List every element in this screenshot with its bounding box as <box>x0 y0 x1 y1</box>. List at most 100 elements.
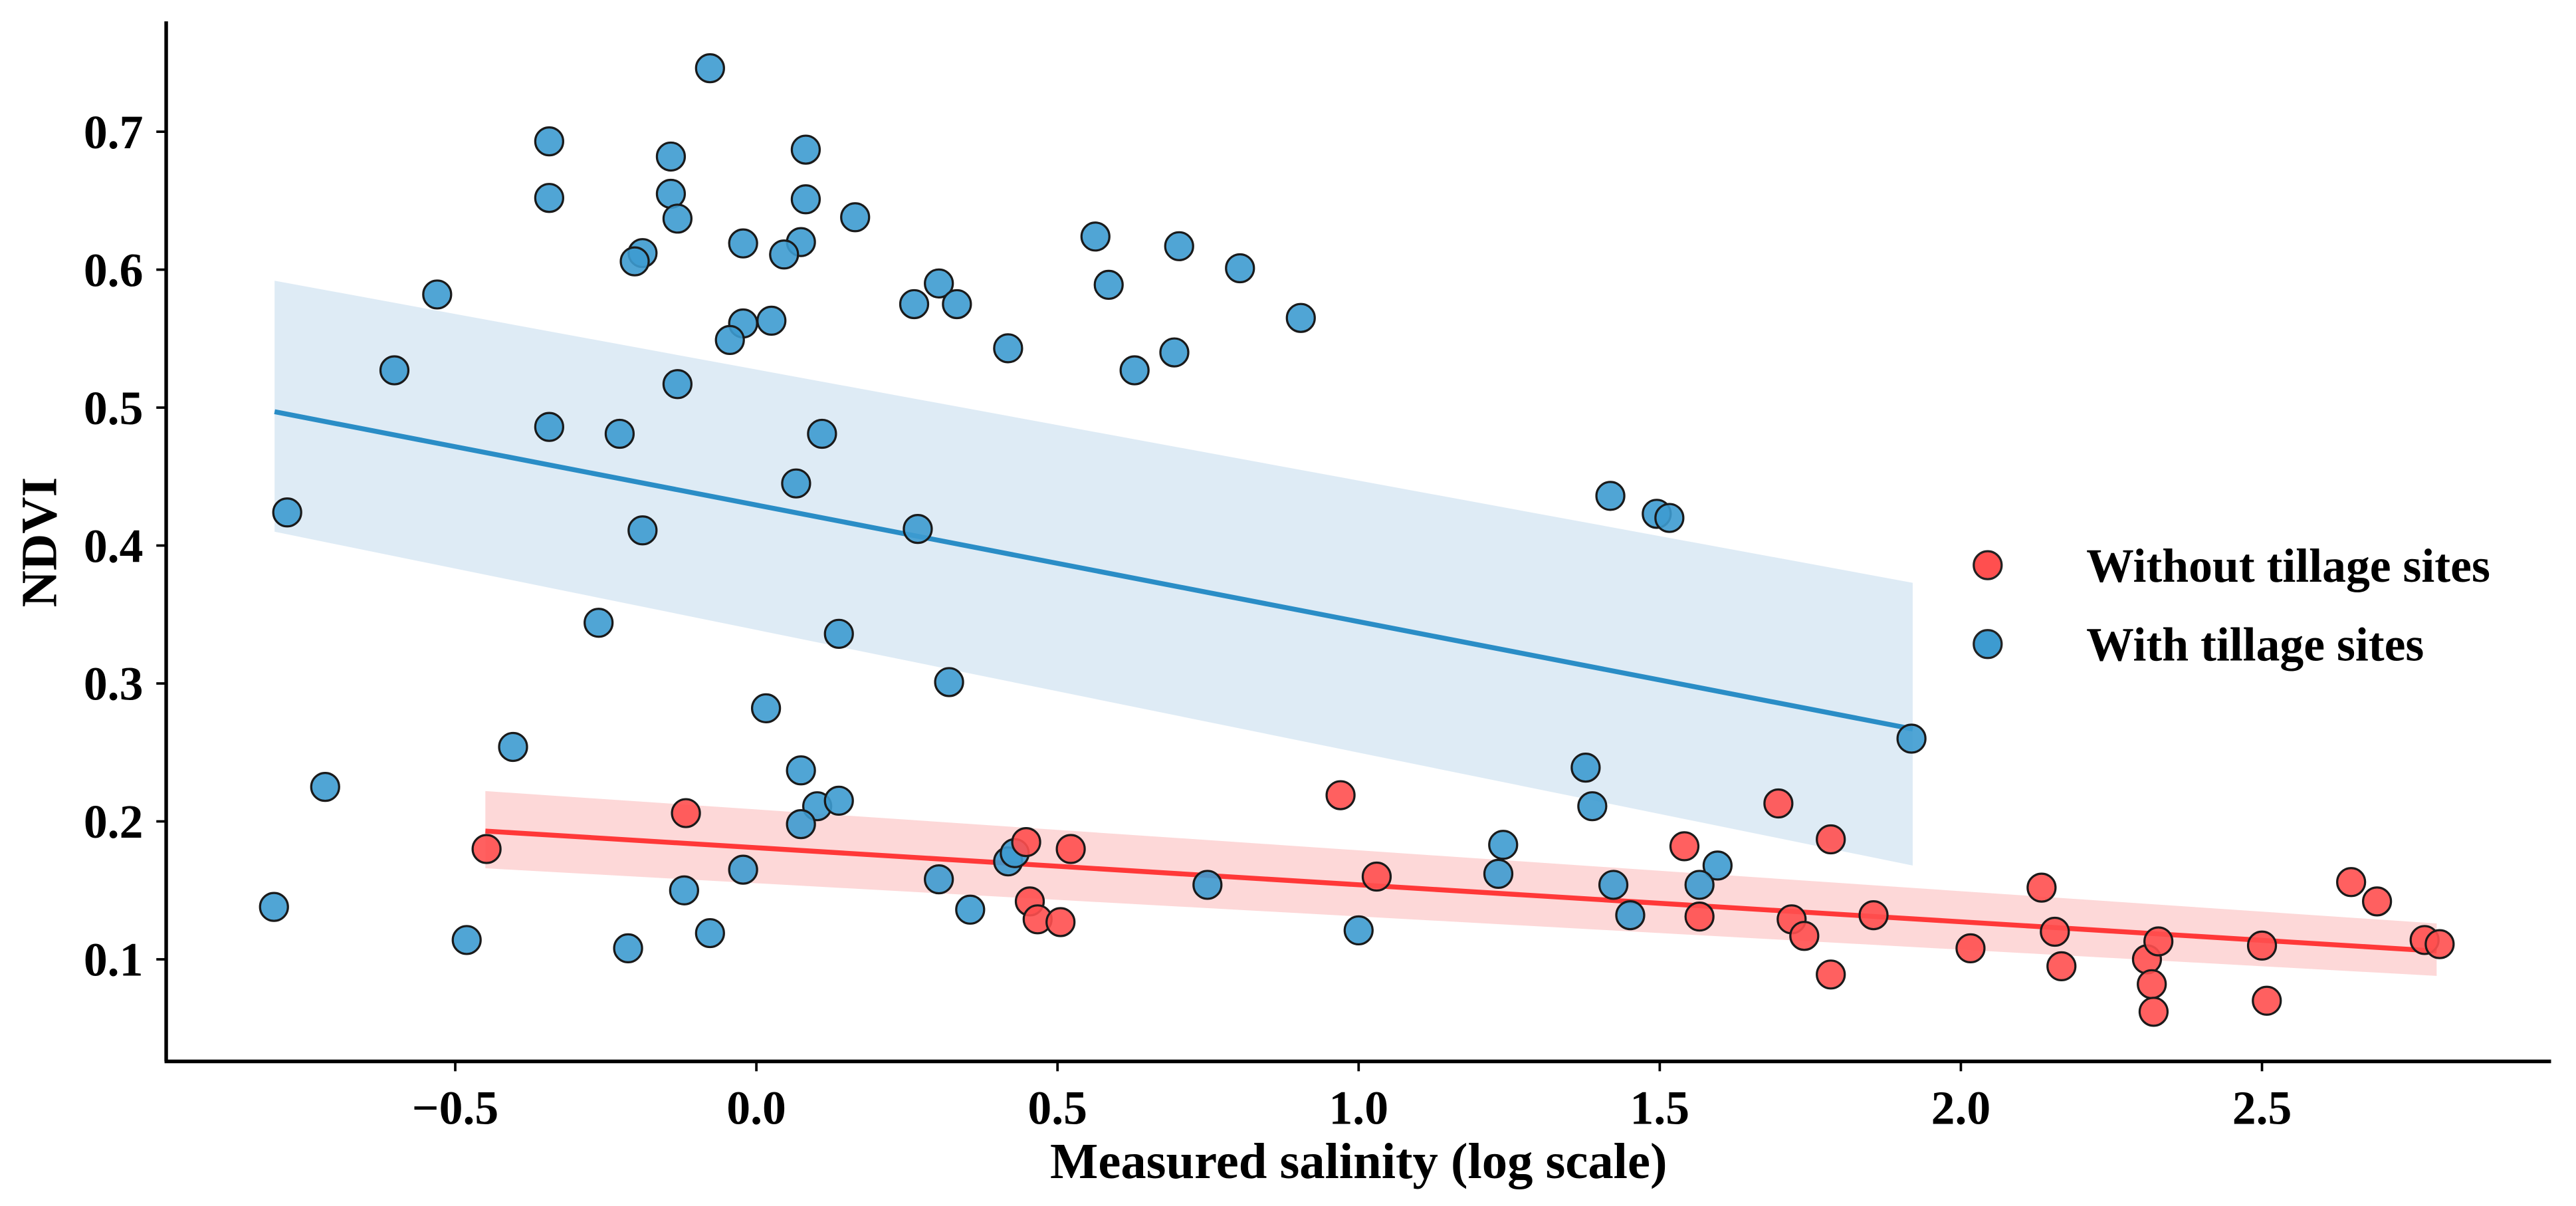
data-point-without-tillage <box>1325 780 1356 810</box>
data-point-without-tillage <box>2336 867 2367 898</box>
data-point-with-tillage <box>1488 830 1519 860</box>
data-point-with-tillage <box>1093 269 1124 301</box>
legend-marker-without-tillage <box>1973 550 2003 580</box>
data-point-with-tillage <box>807 418 837 449</box>
data-point-without-tillage <box>2026 872 2057 903</box>
y-tick-label: 0.7 <box>84 106 144 159</box>
data-point-with-tillage <box>695 917 725 949</box>
data-point-with-tillage <box>790 134 821 165</box>
x-ticks: −0.5 0.0 0.5 1.0 1.5 2.0 2.5 <box>412 1061 2292 1134</box>
data-point-without-tillage <box>2362 886 2393 917</box>
data-point-with-tillage <box>1595 481 1626 511</box>
data-point-without-tillage <box>1669 831 1700 862</box>
data-point-without-tillage <box>1789 921 1820 951</box>
x-tick-label: 2.5 <box>2232 1081 2292 1134</box>
y-tick-label: 0.5 <box>84 382 144 435</box>
data-point-with-tillage <box>1225 253 1255 284</box>
data-point-with-tillage <box>790 184 821 215</box>
data-point-with-tillage <box>1483 858 1514 889</box>
data-point-with-tillage <box>534 183 564 213</box>
data-point-with-tillage <box>613 933 643 963</box>
data-point-with-tillage <box>1598 870 1629 900</box>
data-point-without-tillage <box>2138 997 2169 1027</box>
data-point-with-tillage <box>534 412 564 442</box>
data-point-without-tillage <box>2040 916 2070 947</box>
legend-label-with-tillage: With tillage sites <box>2086 618 2424 671</box>
data-point-without-tillage <box>1858 900 1889 931</box>
data-point-with-tillage <box>662 203 693 234</box>
data-point-with-tillage <box>714 324 745 356</box>
data-point-with-tillage <box>993 333 1023 364</box>
data-points <box>259 53 2455 1027</box>
legend-label-without-tillage: Without tillage sites <box>2086 539 2490 592</box>
data-point-without-tillage <box>1955 933 1986 963</box>
data-point-with-tillage <box>498 731 528 763</box>
data-point-with-tillage <box>604 418 635 449</box>
data-point-with-tillage <box>1343 915 1374 946</box>
regression-line-without-tillage <box>485 828 2437 954</box>
confidence-bands <box>274 281 2437 976</box>
data-point-with-tillage <box>379 355 410 386</box>
data-point-with-tillage <box>1654 503 1685 533</box>
data-point-with-tillage <box>786 809 816 840</box>
data-point-without-tillage <box>1011 827 1041 858</box>
legend-marker-with-tillage <box>1973 629 2003 660</box>
data-point-with-tillage <box>627 515 658 546</box>
data-point-without-tillage <box>2137 969 2167 999</box>
y-tick-label: 0.3 <box>84 658 144 711</box>
data-point-without-tillage <box>471 834 502 864</box>
data-point-with-tillage <box>619 246 650 277</box>
data-point-with-tillage <box>769 239 800 270</box>
x-tick-label: 1.0 <box>1329 1081 1388 1134</box>
legend: Without tillage sites With tillage sites <box>1973 539 2490 671</box>
data-point-with-tillage <box>942 289 972 320</box>
y-tick-label: 0.4 <box>84 519 144 572</box>
data-point-with-tillage <box>310 772 340 802</box>
data-point-with-tillage <box>756 305 787 336</box>
data-point-with-tillage <box>655 141 687 172</box>
regression-line-with-tillage <box>274 409 1913 732</box>
x-tick-label: 0.5 <box>1027 1081 1087 1134</box>
data-point-with-tillage <box>695 53 725 84</box>
data-point-without-tillage <box>2046 951 2077 981</box>
data-point-with-tillage <box>750 693 782 723</box>
y-axis-label: NDVI <box>11 477 67 608</box>
data-point-with-tillage <box>903 514 933 544</box>
data-point-without-tillage <box>2246 930 2278 961</box>
data-point-with-tillage <box>1164 231 1194 261</box>
x-tick-label: −0.5 <box>412 1081 498 1134</box>
data-point-with-tillage <box>655 178 687 209</box>
x-axis-label: Measured salinity (log scale) <box>1050 1133 1667 1189</box>
data-point-with-tillage <box>781 468 811 499</box>
data-point-without-tillage <box>1816 824 1846 855</box>
data-point-with-tillage <box>1896 723 1927 754</box>
data-point-with-tillage <box>1570 752 1601 783</box>
data-point-with-tillage <box>924 268 954 299</box>
data-point-without-tillage <box>2424 929 2455 959</box>
data-point-with-tillage <box>840 202 871 233</box>
data-point-without-tillage <box>1045 907 1076 937</box>
y-tick-label: 0.6 <box>84 243 144 297</box>
data-point-without-tillage <box>1816 959 1846 990</box>
data-point-with-tillage <box>1159 337 1190 368</box>
y-ticks: 0.1 0.2 0.3 0.4 0.5 0.6 0.7 <box>84 106 167 987</box>
data-point-with-tillage <box>728 228 758 259</box>
data-point-with-tillage <box>823 785 854 816</box>
data-point-without-tillage <box>1055 834 1086 864</box>
data-point-without-tillage <box>2143 926 2174 957</box>
data-point-with-tillage <box>422 279 453 310</box>
data-point-with-tillage <box>451 925 482 955</box>
data-point-with-tillage <box>1684 870 1715 900</box>
data-point-with-tillage <box>899 289 930 320</box>
data-point-with-tillage <box>955 894 986 925</box>
regression-lines <box>274 409 2437 954</box>
data-point-with-tillage <box>534 126 564 157</box>
y-tick-label: 0.2 <box>84 795 144 848</box>
data-point-with-tillage <box>662 369 693 400</box>
data-point-without-tillage <box>1763 788 1794 819</box>
data-point-with-tillage <box>1285 302 1316 333</box>
data-point-with-tillage <box>1577 791 1608 822</box>
data-point-with-tillage <box>934 667 964 697</box>
data-point-without-tillage <box>1361 861 1392 892</box>
